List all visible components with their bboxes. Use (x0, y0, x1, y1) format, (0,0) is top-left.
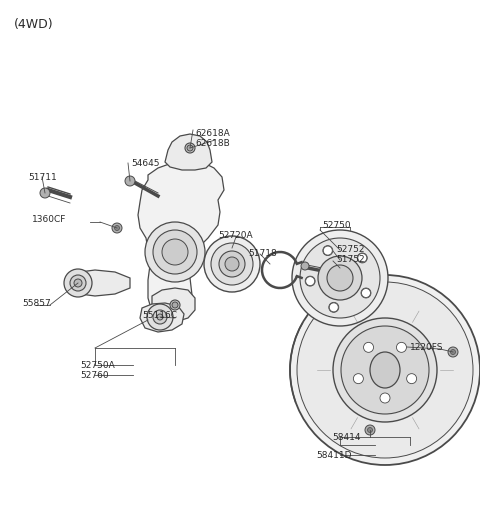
Circle shape (365, 425, 375, 435)
Circle shape (451, 350, 456, 354)
Circle shape (125, 176, 135, 186)
Text: (4WD): (4WD) (14, 18, 54, 31)
Circle shape (301, 262, 309, 270)
Circle shape (70, 275, 86, 291)
Text: 52752: 52752 (336, 246, 364, 254)
Circle shape (368, 428, 372, 432)
Circle shape (357, 253, 367, 263)
Circle shape (329, 303, 339, 313)
Circle shape (358, 253, 367, 262)
Circle shape (185, 143, 195, 153)
Circle shape (363, 342, 373, 352)
Circle shape (318, 256, 362, 300)
Circle shape (448, 347, 458, 357)
Text: 52750: 52750 (322, 221, 350, 230)
Circle shape (204, 236, 260, 292)
Circle shape (170, 300, 180, 310)
Text: 58414: 58414 (332, 433, 360, 442)
Text: 55116C: 55116C (142, 312, 177, 320)
Circle shape (292, 230, 388, 326)
Circle shape (300, 238, 380, 318)
Text: 52720A: 52720A (218, 231, 252, 240)
Text: 62618B: 62618B (195, 138, 230, 147)
Circle shape (40, 188, 50, 198)
Circle shape (361, 288, 371, 297)
Circle shape (305, 276, 315, 286)
Circle shape (162, 239, 188, 265)
Circle shape (306, 277, 315, 286)
Text: 52750A: 52750A (80, 361, 115, 370)
Polygon shape (70, 270, 130, 296)
Ellipse shape (370, 352, 400, 388)
Circle shape (341, 326, 429, 414)
Text: 55857: 55857 (22, 298, 51, 307)
Circle shape (353, 374, 363, 384)
Circle shape (333, 318, 437, 422)
Circle shape (153, 230, 197, 274)
Circle shape (64, 269, 92, 297)
Text: 54645: 54645 (131, 158, 159, 167)
Circle shape (112, 223, 122, 233)
Circle shape (172, 302, 178, 308)
Text: 51752: 51752 (336, 256, 365, 265)
Circle shape (219, 251, 245, 277)
Circle shape (396, 342, 407, 352)
Text: 52760: 52760 (80, 371, 108, 380)
Circle shape (324, 246, 332, 255)
Text: 51711: 51711 (28, 173, 57, 182)
Text: 62618A: 62618A (195, 128, 230, 137)
Circle shape (327, 265, 353, 291)
Circle shape (153, 310, 167, 324)
Circle shape (407, 374, 417, 384)
Circle shape (147, 304, 173, 330)
Circle shape (329, 303, 338, 312)
Circle shape (361, 288, 371, 298)
Text: 1360CF: 1360CF (32, 215, 66, 224)
Polygon shape (165, 134, 212, 170)
Circle shape (225, 257, 239, 271)
Circle shape (211, 243, 253, 285)
Circle shape (297, 282, 473, 458)
Circle shape (115, 225, 120, 231)
Circle shape (157, 314, 163, 320)
Circle shape (290, 275, 480, 465)
Text: 58411D: 58411D (316, 450, 351, 459)
Polygon shape (140, 303, 184, 332)
Circle shape (74, 279, 82, 287)
Circle shape (145, 222, 205, 282)
Text: 1220FS: 1220FS (410, 343, 444, 352)
Text: 51718: 51718 (248, 249, 277, 258)
Polygon shape (152, 288, 195, 322)
Circle shape (380, 393, 390, 403)
Polygon shape (138, 160, 224, 326)
Circle shape (323, 246, 333, 256)
Circle shape (187, 145, 193, 151)
